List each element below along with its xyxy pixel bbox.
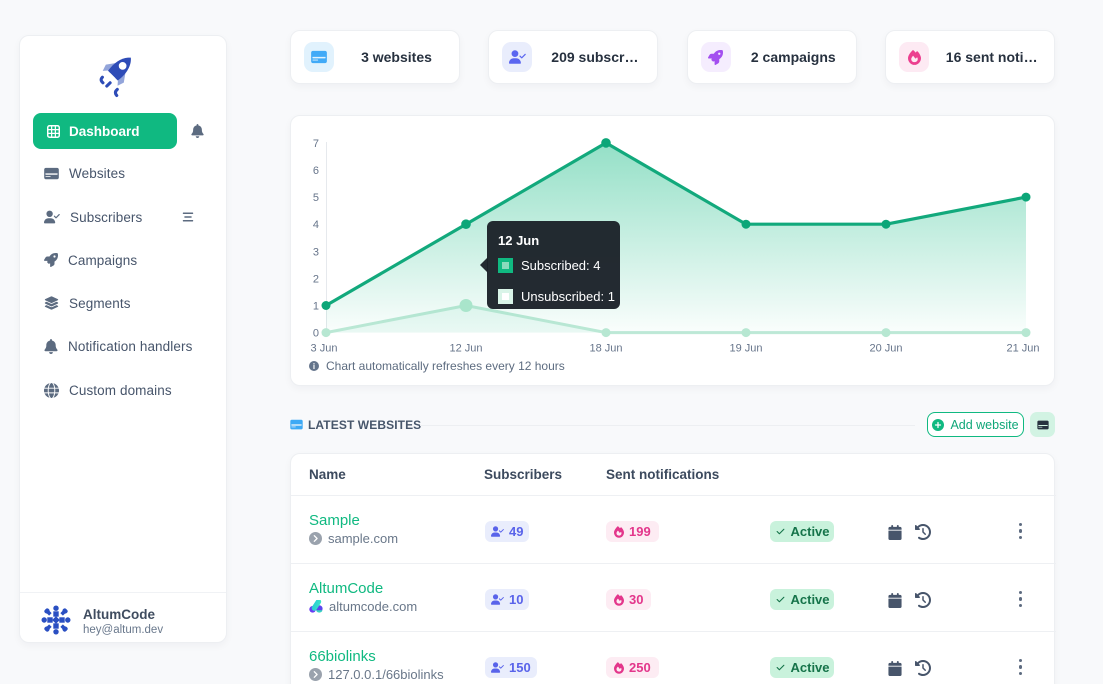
svg-text:18 Jun: 18 Jun bbox=[589, 343, 622, 355]
svg-text:2: 2 bbox=[313, 273, 319, 285]
svg-text:5: 5 bbox=[313, 192, 319, 204]
svg-text:3: 3 bbox=[313, 246, 319, 258]
svg-text:21 Jun: 21 Jun bbox=[1006, 343, 1039, 355]
svg-text:20 Jun: 20 Jun bbox=[869, 343, 902, 355]
svg-text:i: i bbox=[313, 362, 315, 371]
svg-text:7: 7 bbox=[313, 138, 319, 150]
svg-text:Chart automatically refreshes: Chart automatically refreshes every 12 h… bbox=[326, 359, 565, 373]
svg-text:4: 4 bbox=[313, 219, 319, 231]
svg-text:0: 0 bbox=[313, 328, 319, 340]
svg-text:3 Jun: 3 Jun bbox=[311, 343, 338, 355]
svg-text:6: 6 bbox=[313, 165, 319, 177]
svg-text:19 Jun: 19 Jun bbox=[729, 343, 762, 355]
svg-text:1: 1 bbox=[313, 301, 319, 313]
svg-text:12 Jun: 12 Jun bbox=[449, 343, 482, 355]
